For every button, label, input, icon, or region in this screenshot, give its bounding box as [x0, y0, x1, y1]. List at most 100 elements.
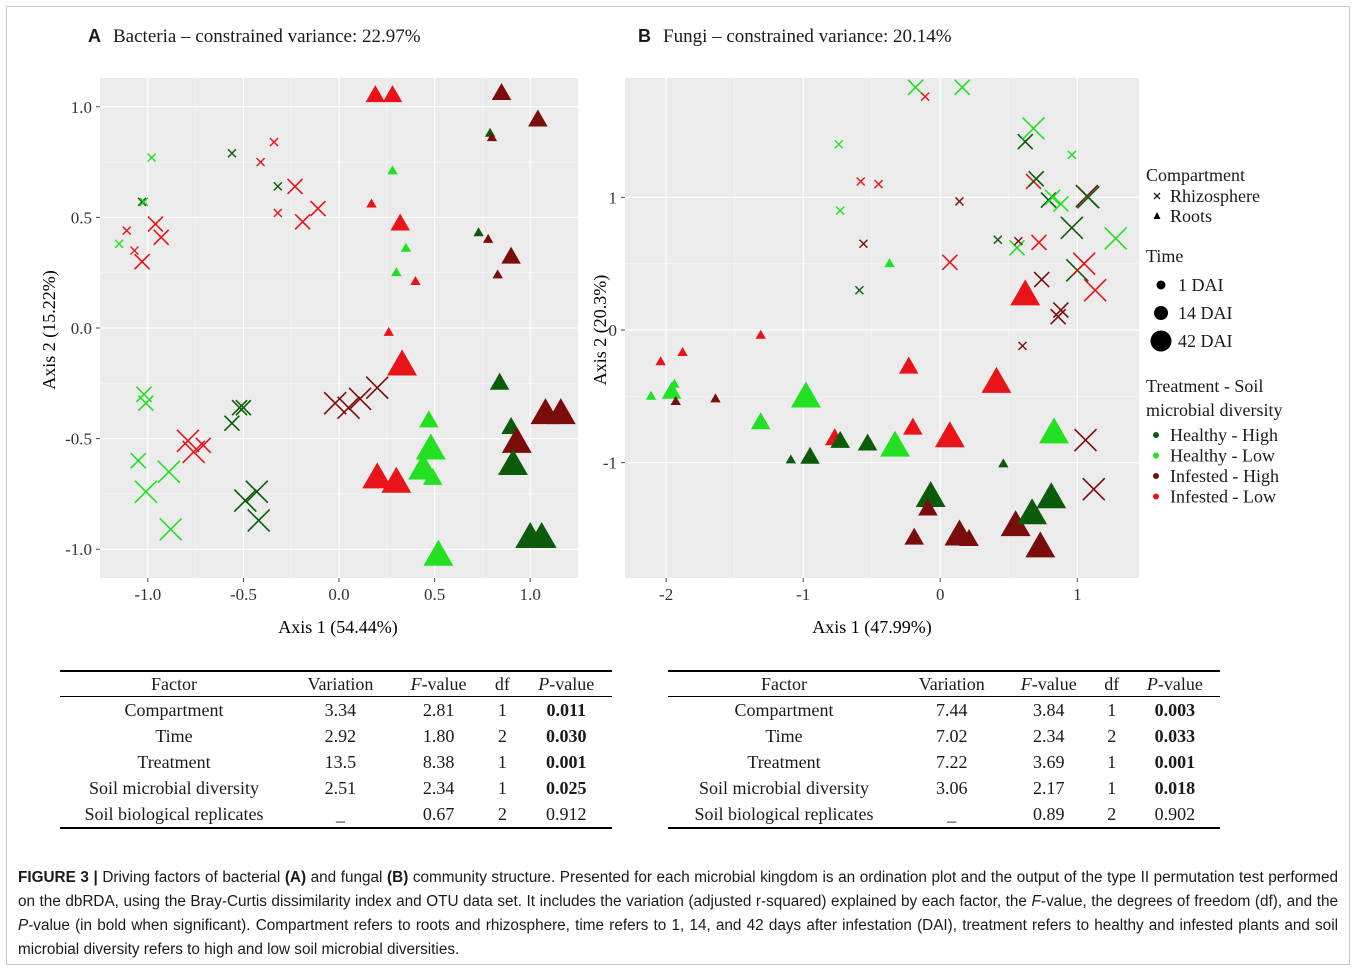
df-cell: 2 [484, 801, 521, 829]
factor-cell: Compartment [124, 699, 224, 720]
rhizosphere-point [147, 215, 164, 233]
rhizosphere-point [1072, 252, 1096, 276]
plot-a-ylabel: Axis 2 (15.22%) [39, 270, 60, 390]
f-value-cell: 0.89 [1003, 801, 1094, 829]
roots-point [422, 467, 443, 485]
rhizosphere-point [114, 239, 124, 249]
rhizosphere-point [130, 452, 147, 469]
df-cell: 2 [1093, 801, 1130, 829]
plot-a-ytick-label: -0.5 [65, 430, 92, 449]
rhizosphere-point [1052, 195, 1069, 213]
variation-cell: 2.51 [324, 777, 357, 798]
roots-point [526, 522, 557, 549]
rhizosphere-point [941, 254, 958, 271]
p-value-cell: 0.003 [1154, 699, 1196, 720]
roots-point [755, 329, 766, 339]
rhizosphere-point [233, 489, 257, 513]
plot-b-xtick-label: 0 [936, 585, 945, 604]
table-row: Treatment 7.22 3.69 1 0.001 [668, 749, 1220, 775]
roots-point [528, 109, 548, 127]
rhizosphere-point [954, 196, 964, 206]
legend-time-title: Time [1146, 246, 1183, 266]
rhizosphere-point [1040, 191, 1057, 209]
rhizosphere-point [365, 376, 389, 400]
roots-point [498, 449, 528, 476]
roots-point [382, 85, 403, 103]
legend-time-label: 14 DAI [1178, 303, 1233, 323]
roots-point [415, 433, 446, 460]
roots-point [998, 458, 1009, 468]
caption-text: Driving factors of bacterial [97, 869, 285, 886]
legend-color-dot [1153, 493, 1159, 500]
p-value-cell: 0.001 [1154, 751, 1196, 772]
table-row: Soil biological replicates _ 0.67 2 0.912 [60, 801, 612, 829]
df-cell: 1 [1107, 777, 1117, 798]
legend-triangle-icon [1153, 212, 1161, 219]
rhizosphere-point [907, 79, 924, 96]
variation-cell: 7.02 [936, 725, 968, 746]
roots-point [830, 430, 850, 448]
roots-point [884, 258, 895, 268]
rhizosphere-point [223, 415, 240, 432]
f-value-cell: 2.34 [422, 777, 455, 798]
factor-cell: Time [765, 725, 803, 746]
rhizosphere-point [256, 157, 266, 167]
header-df: df [484, 671, 521, 697]
rhizosphere-point [859, 239, 868, 249]
rhizosphere-point [323, 391, 347, 415]
roots-point [362, 462, 393, 489]
roots-point [857, 433, 878, 451]
plot-a-ytick-label: 1.0 [71, 98, 92, 117]
rhizosphere-point [993, 235, 1003, 245]
roots-point [1000, 510, 1031, 537]
rhizosphere-point [153, 229, 170, 246]
roots-point [501, 246, 521, 264]
roots-point [661, 381, 682, 399]
legend-treatment-label: Infested - Low [1170, 487, 1276, 507]
roots-point [491, 82, 512, 100]
roots-point [545, 398, 576, 425]
variation-cell: 7.22 [936, 751, 968, 772]
factor-cell: Compartment [734, 699, 834, 720]
legend-treatment-label: Healthy - High [1170, 425, 1278, 445]
rhizosphere-point [245, 480, 269, 504]
table-row: Time 2.92 1.80 2 0.030 [60, 723, 612, 749]
rhizosphere-point [1076, 185, 1100, 209]
roots-point [1036, 482, 1067, 509]
rhizosphere-point [231, 399, 248, 416]
header-f-value: F-value [1003, 671, 1094, 697]
factor-cell: Soil biological replicates [668, 801, 900, 829]
table-row: Treatment 13.5 8.38 1 0.001 [60, 749, 612, 775]
roots-point [423, 539, 454, 566]
rhizosphere-point [1044, 189, 1061, 206]
roots-point [419, 410, 439, 428]
f-value-cell: 2.81 [422, 699, 455, 720]
table-row: Soil microbial diversity 2.51 2.34 1 0.025 [60, 775, 612, 801]
rhizosphere-point [137, 395, 154, 412]
df-cell: 2 [497, 725, 507, 746]
factor-cell: Soil biological replicates [60, 801, 288, 829]
roots-point [670, 396, 681, 406]
roots-point [934, 421, 965, 448]
roots-point [492, 269, 503, 279]
rhizosphere-point [1052, 302, 1069, 319]
legend-size-dot [1150, 330, 1172, 352]
roots-point [390, 213, 410, 231]
rhizosphere-point [235, 399, 252, 416]
roots-point [501, 426, 532, 453]
roots-point [710, 393, 721, 403]
f-value-cell: 2.34 [1032, 725, 1065, 746]
roots-point [750, 412, 771, 430]
roots-point [655, 356, 666, 366]
roots-point [800, 446, 820, 464]
roots-point [489, 372, 510, 390]
p-value-cell: 0.030 [546, 725, 587, 746]
rhizosphere-point [1067, 150, 1077, 160]
factor-cell: Time [155, 725, 193, 746]
legend-treatment-title: microbial diversity [1146, 400, 1282, 420]
rhizosphere-point [1013, 236, 1023, 246]
roots-point [981, 366, 1012, 393]
legend-size-dot [1156, 280, 1166, 290]
rhizosphere-point [273, 181, 283, 191]
plot-b-ylabel: Axis 2 (20.3%) [590, 275, 611, 386]
